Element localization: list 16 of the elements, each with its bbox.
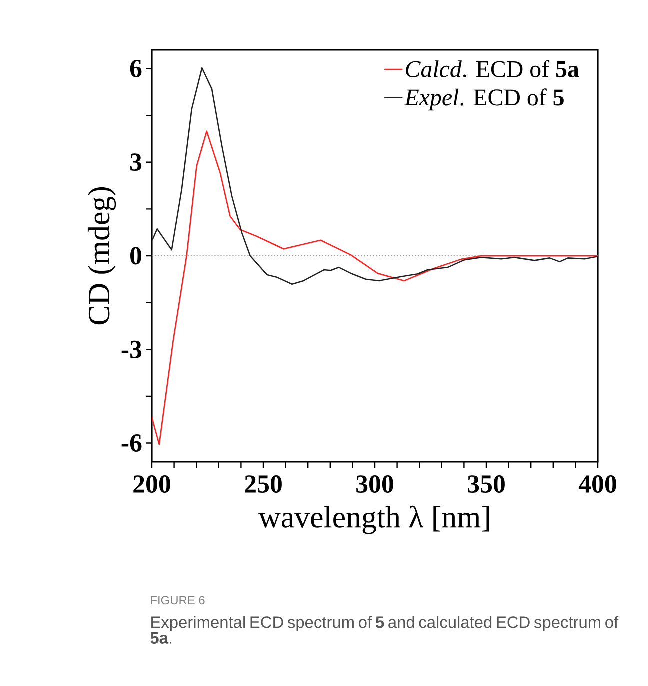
x-axis-title: wavelength λ [nm]	[258, 506, 490, 534]
y-axis-title: CD (mdeg)	[88, 187, 116, 325]
x-tick-label: 300	[356, 476, 394, 493]
legend-label: Calcd. ECD of 5a	[406, 60, 580, 78]
y-tick-label: -3	[122, 340, 142, 358]
legend-label: Expel. ECD of 5	[404, 88, 564, 111]
x-tick-label: 250	[245, 476, 282, 493]
x-tick-label: 200	[134, 476, 170, 493]
caption: FIGURE 6	[151, 596, 205, 605]
y-tick-label: -6	[122, 434, 142, 452]
x-tick-label: 350	[468, 476, 505, 493]
text: Experimental ECD spectrum of 5 and calculated ECD spectrum of 5a.	[150, 616, 619, 644]
x-tick-label: 400	[578, 476, 616, 493]
y-tick-label: 3	[130, 154, 142, 172]
y-tick-label: 6	[130, 60, 142, 78]
y-tick-label: 0	[130, 247, 142, 265]
